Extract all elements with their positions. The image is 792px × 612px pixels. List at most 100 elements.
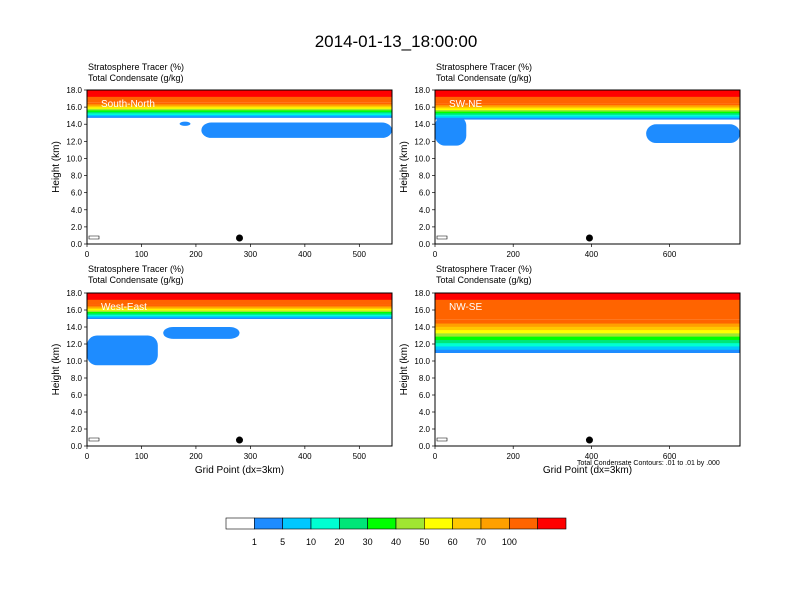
tracer-band [435, 115, 740, 118]
x-tick-label: 500 [353, 452, 367, 461]
plot-area [87, 90, 392, 240]
tracer-band [87, 111, 392, 114]
colorbar-swatch [225, 517, 255, 530]
condensate-contour [88, 437, 100, 442]
x-tick-label: 600 [663, 452, 677, 461]
colorbar-swatch [509, 517, 538, 530]
tracer-blue-layer [179, 121, 191, 126]
y-tick-label: 2.0 [419, 223, 431, 232]
panel-name: South-North [101, 99, 155, 110]
y-tick-label: 18.0 [66, 289, 82, 298]
tracer-band [87, 103, 392, 106]
tracer-band [87, 305, 392, 308]
tracer-band [435, 111, 740, 114]
contour-note: Total Condensate Contours: .01 to .01 by… [577, 460, 720, 467]
field-label-2: Stratosphere Tracer (%) Total Condensate … [436, 62, 533, 83]
tracer-band [87, 105, 392, 108]
x-tick-label: 300 [244, 452, 258, 461]
colorbar-swatch [537, 517, 567, 530]
tracer-band [435, 326, 740, 331]
tracer-band [87, 109, 392, 112]
y-tick-label: 0.0 [419, 442, 431, 451]
tracer-band [435, 342, 740, 347]
y-tick-label: 14.0 [414, 323, 430, 332]
tracer-red-band [435, 90, 740, 97]
y-tick-label: 16.0 [414, 306, 430, 315]
colorbar-label: 50 [419, 537, 429, 547]
y-tick-label: 12.0 [66, 340, 82, 349]
tracer-band [87, 312, 392, 315]
tracer-band [87, 307, 392, 310]
y-tick-label: 6.0 [419, 391, 431, 400]
tracer-band [87, 304, 392, 307]
colorbar: 1 5 10 20 30 40 50 60 70 100 [225, 517, 567, 547]
x-tick-label: 200 [507, 452, 521, 461]
tracer-band [435, 106, 740, 109]
tracer-red-band [87, 90, 392, 97]
plot-area [87, 293, 392, 442]
y-tick-label: 18.0 [66, 86, 82, 95]
tracer-blue-layer [646, 124, 740, 144]
x-tick-label: 400 [298, 250, 312, 259]
x-tick-label: 0 [85, 250, 90, 259]
plot-frame [86, 292, 393, 447]
y-tick-label: 2.0 [71, 223, 83, 232]
x-tick-label: 500 [353, 250, 367, 259]
tracer-blue-layer [87, 335, 158, 366]
y-tick-label: 12.0 [66, 137, 82, 146]
y-axis-label: Height (km) [51, 344, 62, 396]
tracer-band [87, 314, 392, 317]
x-tick-label: 600 [663, 250, 677, 259]
x-tick-label: 400 [585, 250, 599, 259]
colorbar-swatch [480, 517, 510, 530]
x-tick-label: 400 [585, 452, 599, 461]
field-label-1: Stratosphere Tracer (%) Total Condensate … [88, 62, 185, 83]
tracer-band [87, 108, 392, 111]
page-title: 2014-01-13_18:00:00 [314, 32, 478, 51]
tracer-band [435, 114, 740, 117]
tracer-band [87, 112, 392, 115]
tracer-band [87, 310, 392, 312]
tracer-blue-layer [201, 122, 392, 138]
panel-name: SW-NE [449, 99, 482, 110]
tracer-band [435, 349, 740, 353]
tracer-red-band [87, 293, 392, 300]
condensate-contour [436, 235, 448, 240]
colorbar-swatch [310, 517, 340, 530]
location-marker [236, 436, 243, 444]
x-tick-label: 400 [298, 452, 312, 461]
x-tick-label: 200 [189, 250, 203, 259]
tracer-band [435, 103, 740, 106]
tracer-band [87, 115, 392, 118]
y-tick-label: 4.0 [419, 408, 431, 417]
colorbar-swatch [282, 517, 312, 530]
panel-nw-se: 0.0 2.0 4.0 6.0 8.0 10.0 12.0 14.0 16.0 18.0 0 200 4… [399, 289, 741, 476]
tracer-band [435, 345, 740, 350]
location-marker [585, 436, 593, 444]
y-tick-label: 14.0 [414, 120, 430, 129]
tracer-band [435, 336, 740, 340]
x-tick-label: 100 [135, 452, 149, 461]
x-tick-label: 200 [507, 250, 521, 259]
y-tick-label: 10.0 [414, 154, 430, 163]
y-axis-label: Height (km) [399, 141, 410, 193]
tracer-band [87, 308, 392, 311]
colorbar-label: 100 [502, 537, 517, 547]
colorbar-label: 5 [280, 537, 285, 547]
y-tick-label: 16.0 [414, 103, 430, 112]
y-tick-label: 16.0 [66, 306, 82, 315]
tracer-band [87, 114, 392, 117]
colorbar-label: 30 [363, 537, 373, 547]
y-tick-label: 10.0 [414, 357, 430, 366]
y-tick-label: 0.0 [71, 240, 83, 249]
y-tick-label: 18.0 [414, 86, 430, 95]
colorbar-swatch [339, 517, 368, 530]
plot-frame [434, 292, 741, 447]
y-tick-label: 12.0 [414, 340, 430, 349]
y-axis-label: Height (km) [51, 141, 62, 193]
location-marker [236, 234, 243, 242]
tracer-band [435, 323, 740, 327]
y-tick-label: 8.0 [419, 374, 431, 383]
x-tick-label: 100 [135, 250, 149, 259]
tracer-band [435, 332, 740, 337]
